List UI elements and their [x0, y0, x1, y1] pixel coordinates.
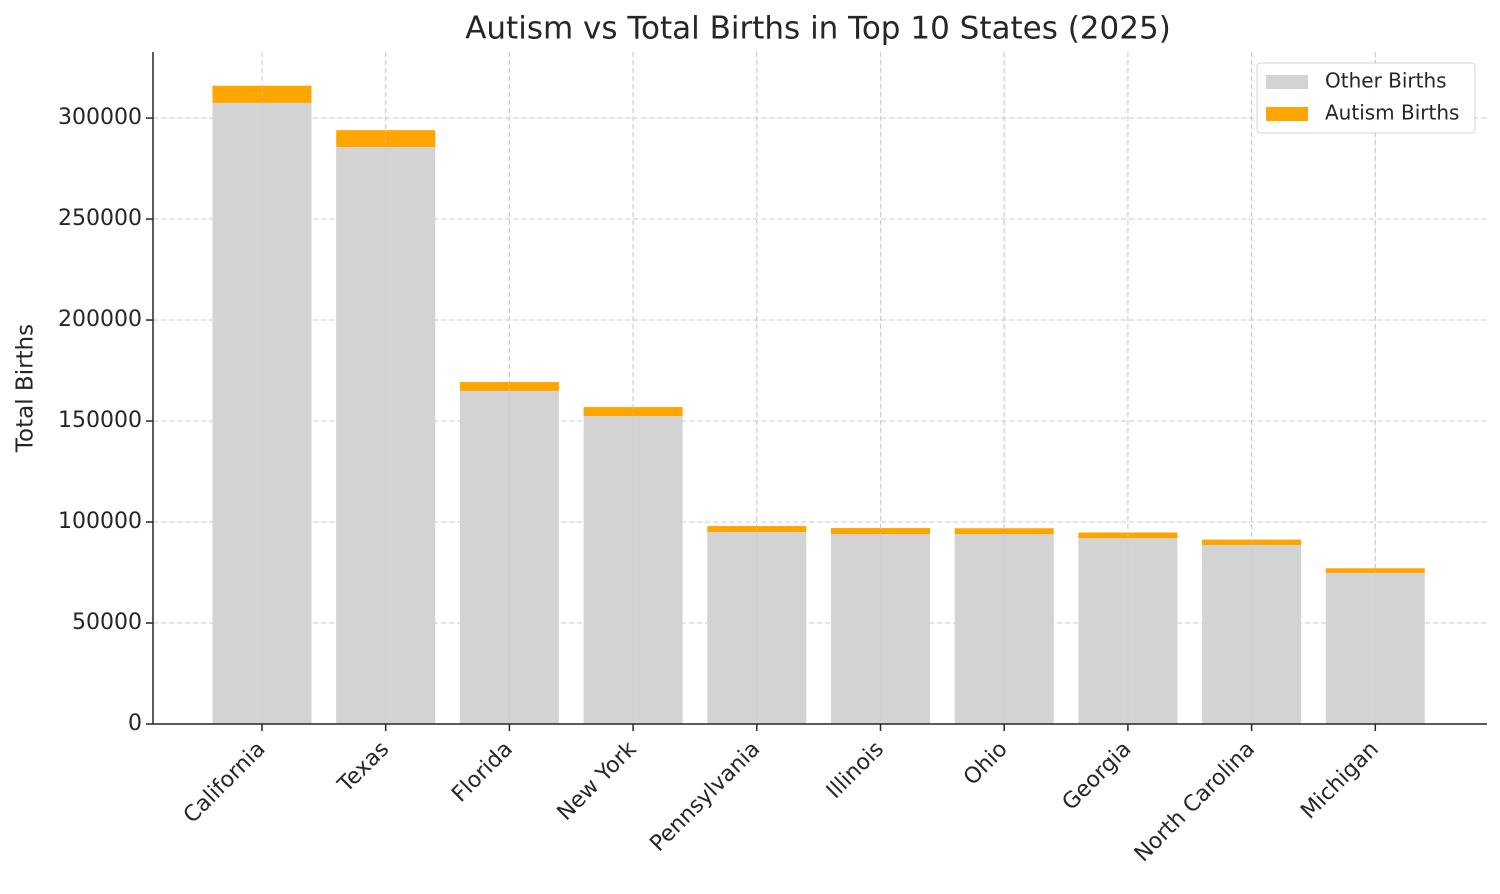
- y-tick-label: 200000: [58, 307, 142, 332]
- legend-swatch: [1266, 75, 1308, 89]
- bar-segment: [336, 130, 436, 148]
- y-axis-label: Total Births: [13, 324, 39, 453]
- x-tick-label: Michigan: [1296, 737, 1383, 824]
- bar-segment: [954, 528, 1054, 535]
- legend-box: [1256, 62, 1476, 134]
- bar-segment: [707, 526, 807, 533]
- y-tick-label: 250000: [58, 206, 142, 231]
- legend: Other Births Autism Births: [1256, 62, 1476, 134]
- bar-segment: [1325, 568, 1425, 573]
- y-tick-label: 100000: [58, 509, 142, 534]
- x-tick-label: Georgia: [1058, 737, 1137, 816]
- chart-title: Autism vs Total Births in Top 10 States …: [465, 11, 1171, 47]
- x-tick-label: Texas: [333, 737, 394, 798]
- x-tick-label: Ohio: [959, 737, 1013, 791]
- bar-segment: [831, 528, 930, 535]
- y-tick-label: 50000: [72, 610, 142, 635]
- x-tick-label: Pennsylvania: [645, 737, 765, 857]
- x-tick-label: Illinois: [822, 737, 889, 804]
- bar-segment: [1202, 545, 1302, 724]
- y-tick-label: 150000: [58, 408, 142, 433]
- legend-swatch: [1266, 107, 1308, 121]
- bar-segment: [336, 147, 436, 725]
- x-tick-label: North Carolina: [1130, 737, 1260, 867]
- x-tick-label: Florida: [447, 737, 518, 808]
- legend-label: Other Births: [1325, 69, 1447, 93]
- legend-label: Autism Births: [1325, 101, 1459, 125]
- y-tick-label: 300000: [58, 105, 142, 130]
- y-tick-label: 0: [128, 711, 142, 736]
- bar-segment: [583, 407, 683, 416]
- x-tick-label: New York: [553, 737, 642, 826]
- x-tick-label: California: [179, 737, 271, 829]
- bar-segment: [459, 382, 559, 391]
